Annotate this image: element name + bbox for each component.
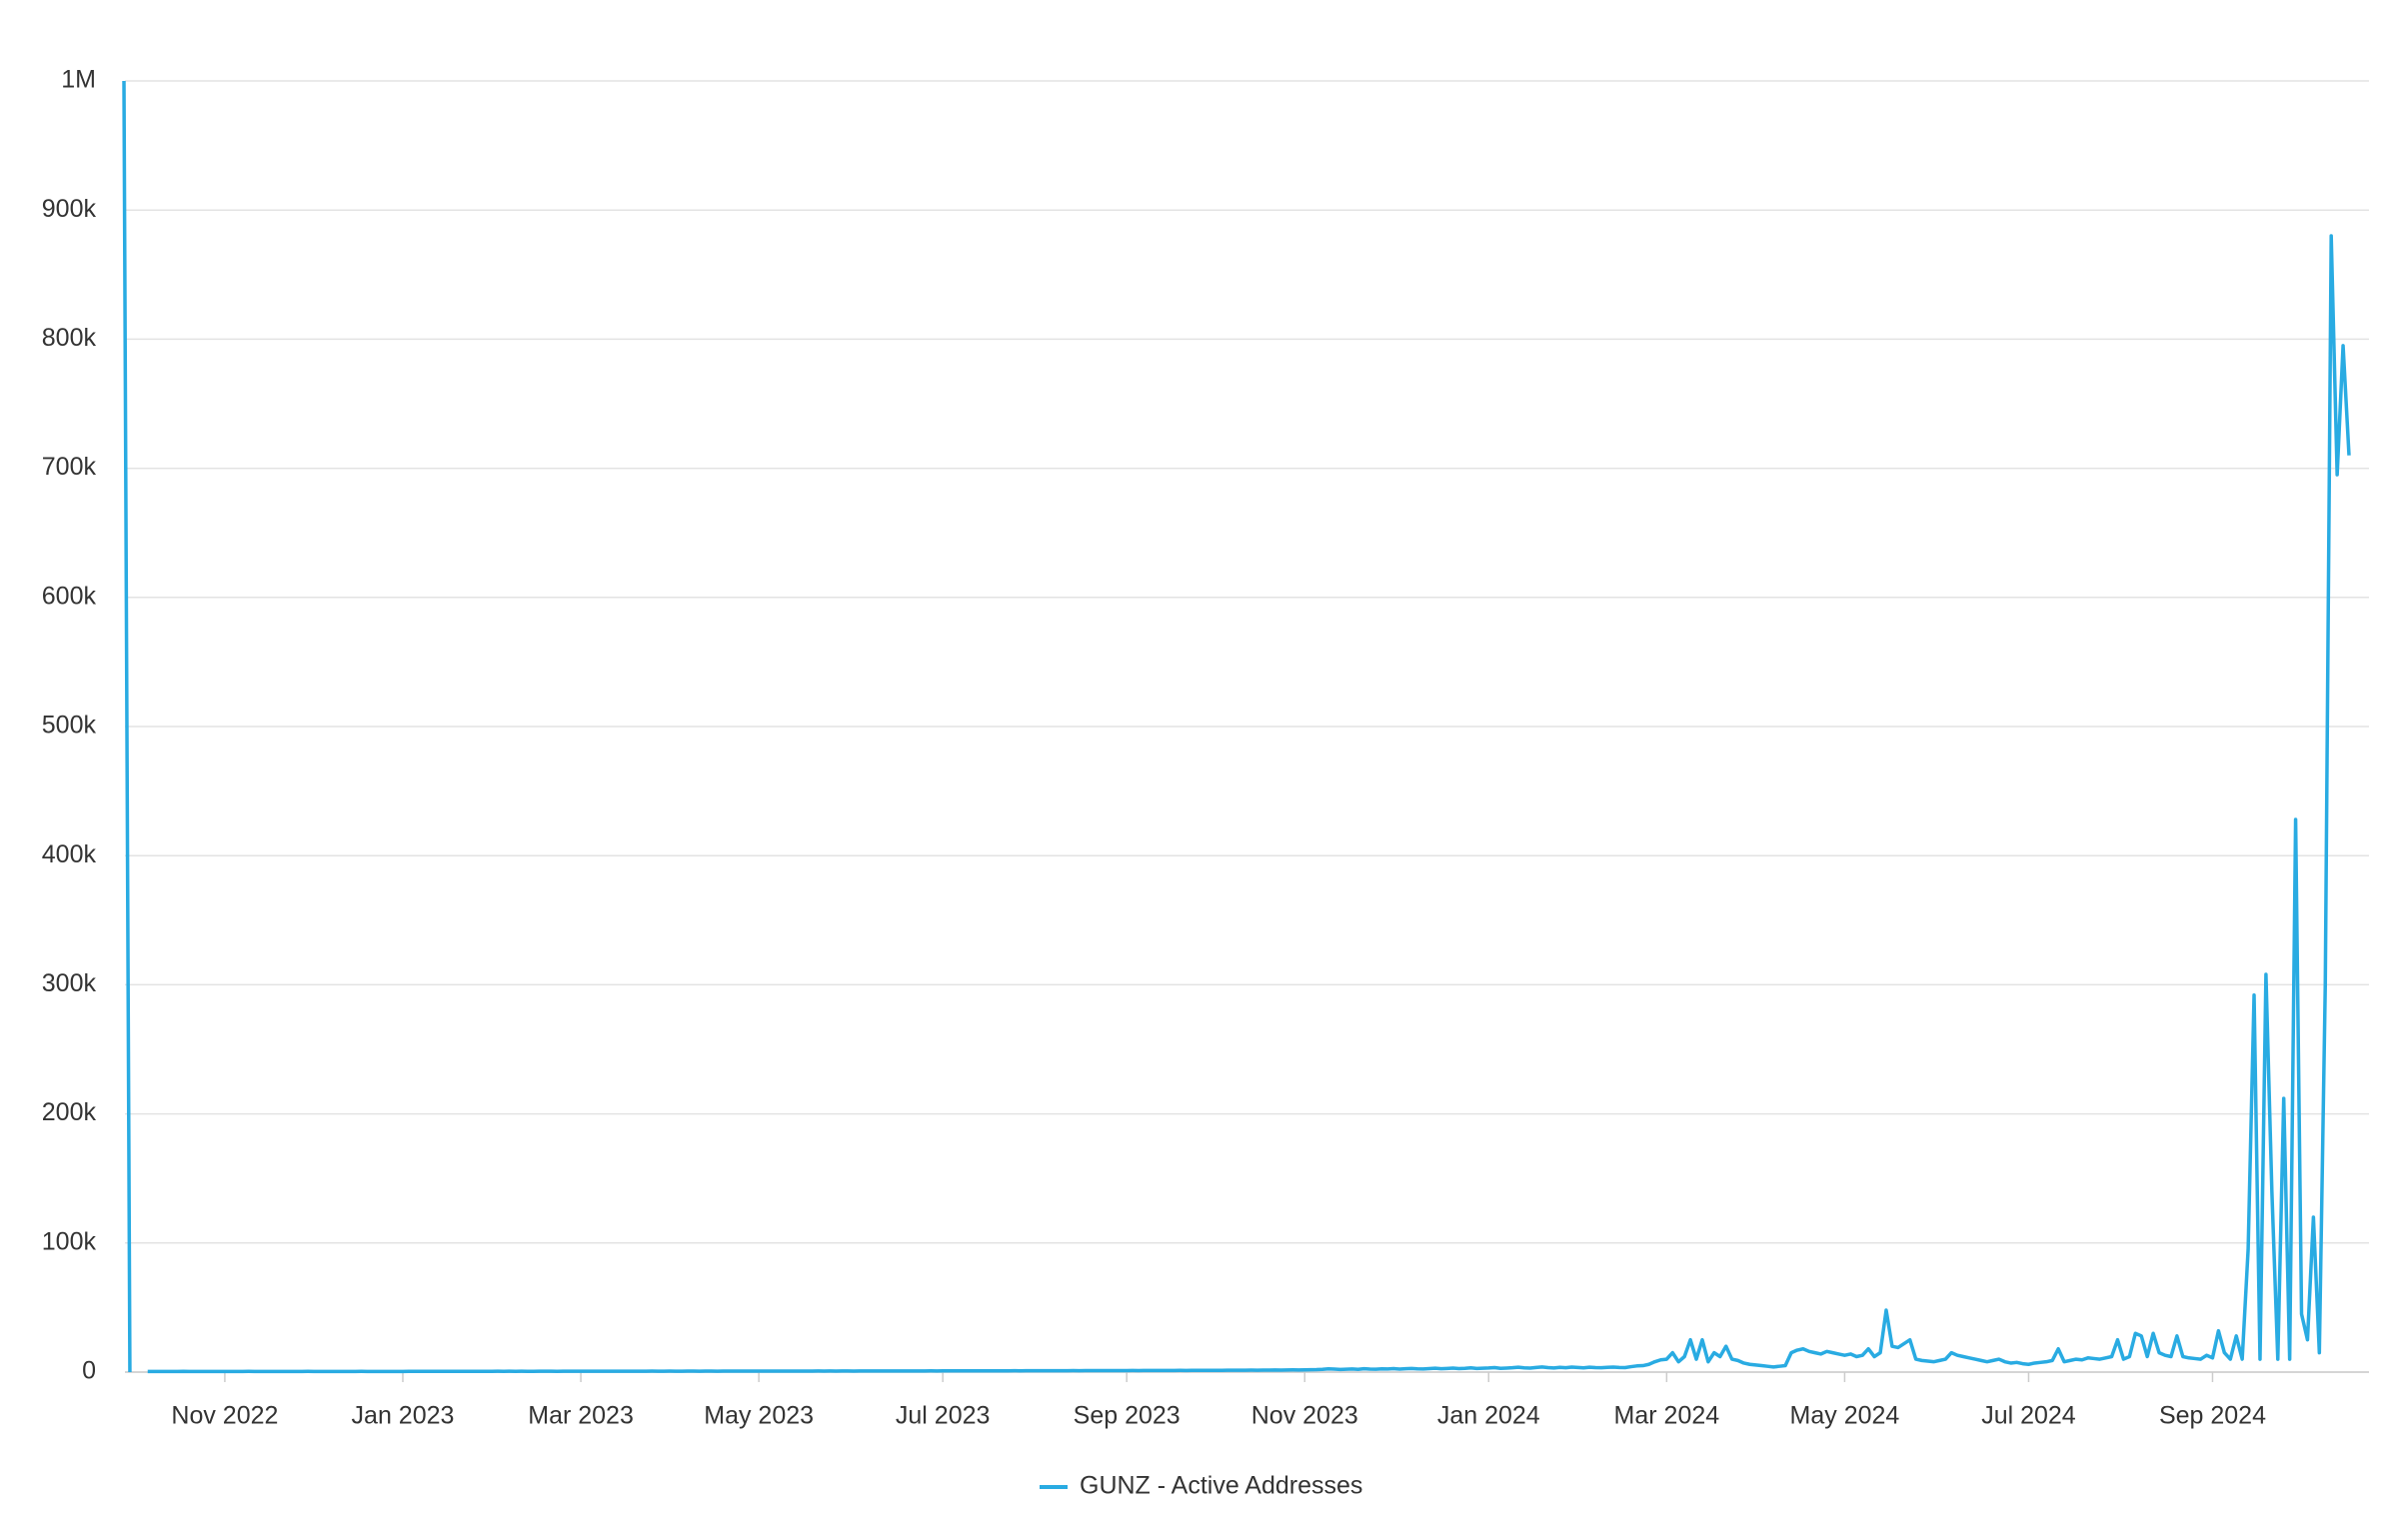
x-tick-label: Jan 2024 (1437, 1402, 1540, 1430)
x-tick-label: Mar 2024 (1614, 1402, 1720, 1430)
data-line (122, 80, 2351, 1374)
y-tick-label: 900k (42, 195, 97, 223)
x-tick-label: May 2024 (1790, 1402, 1900, 1430)
legend-item: GUNZ - Active Addresses (1040, 1472, 1362, 1500)
x-tick-label: Nov 2023 (1251, 1402, 1358, 1430)
y-tick-label: 600k (42, 582, 97, 610)
legend-label: GUNZ - Active Addresses (1080, 1472, 1362, 1500)
y-tick-label: 500k (42, 712, 97, 740)
x-tick-label: May 2023 (704, 1402, 814, 1430)
y-tick-label: 1M (61, 66, 96, 94)
y-tick-label: 800k (42, 324, 97, 352)
y-tick-label: 200k (42, 1098, 97, 1126)
x-tick-label: Jan 2023 (352, 1402, 455, 1430)
x-tick-label: Jul 2023 (896, 1402, 991, 1430)
y-tick-label: 100k (42, 1227, 97, 1255)
y-tick-label: 400k (42, 840, 97, 868)
x-tick-label: Sep 2024 (2159, 1402, 2266, 1430)
x-tick-label: Jul 2024 (1981, 1402, 2076, 1430)
x-tick-label: Sep 2023 (1074, 1402, 1181, 1430)
x-tick-label: Nov 2022 (171, 1402, 278, 1430)
x-tick-label: Mar 2023 (528, 1402, 634, 1430)
y-tick-label: 300k (42, 969, 97, 997)
y-tick-label: 700k (42, 453, 97, 481)
y-tick-label: 0 (82, 1357, 96, 1385)
